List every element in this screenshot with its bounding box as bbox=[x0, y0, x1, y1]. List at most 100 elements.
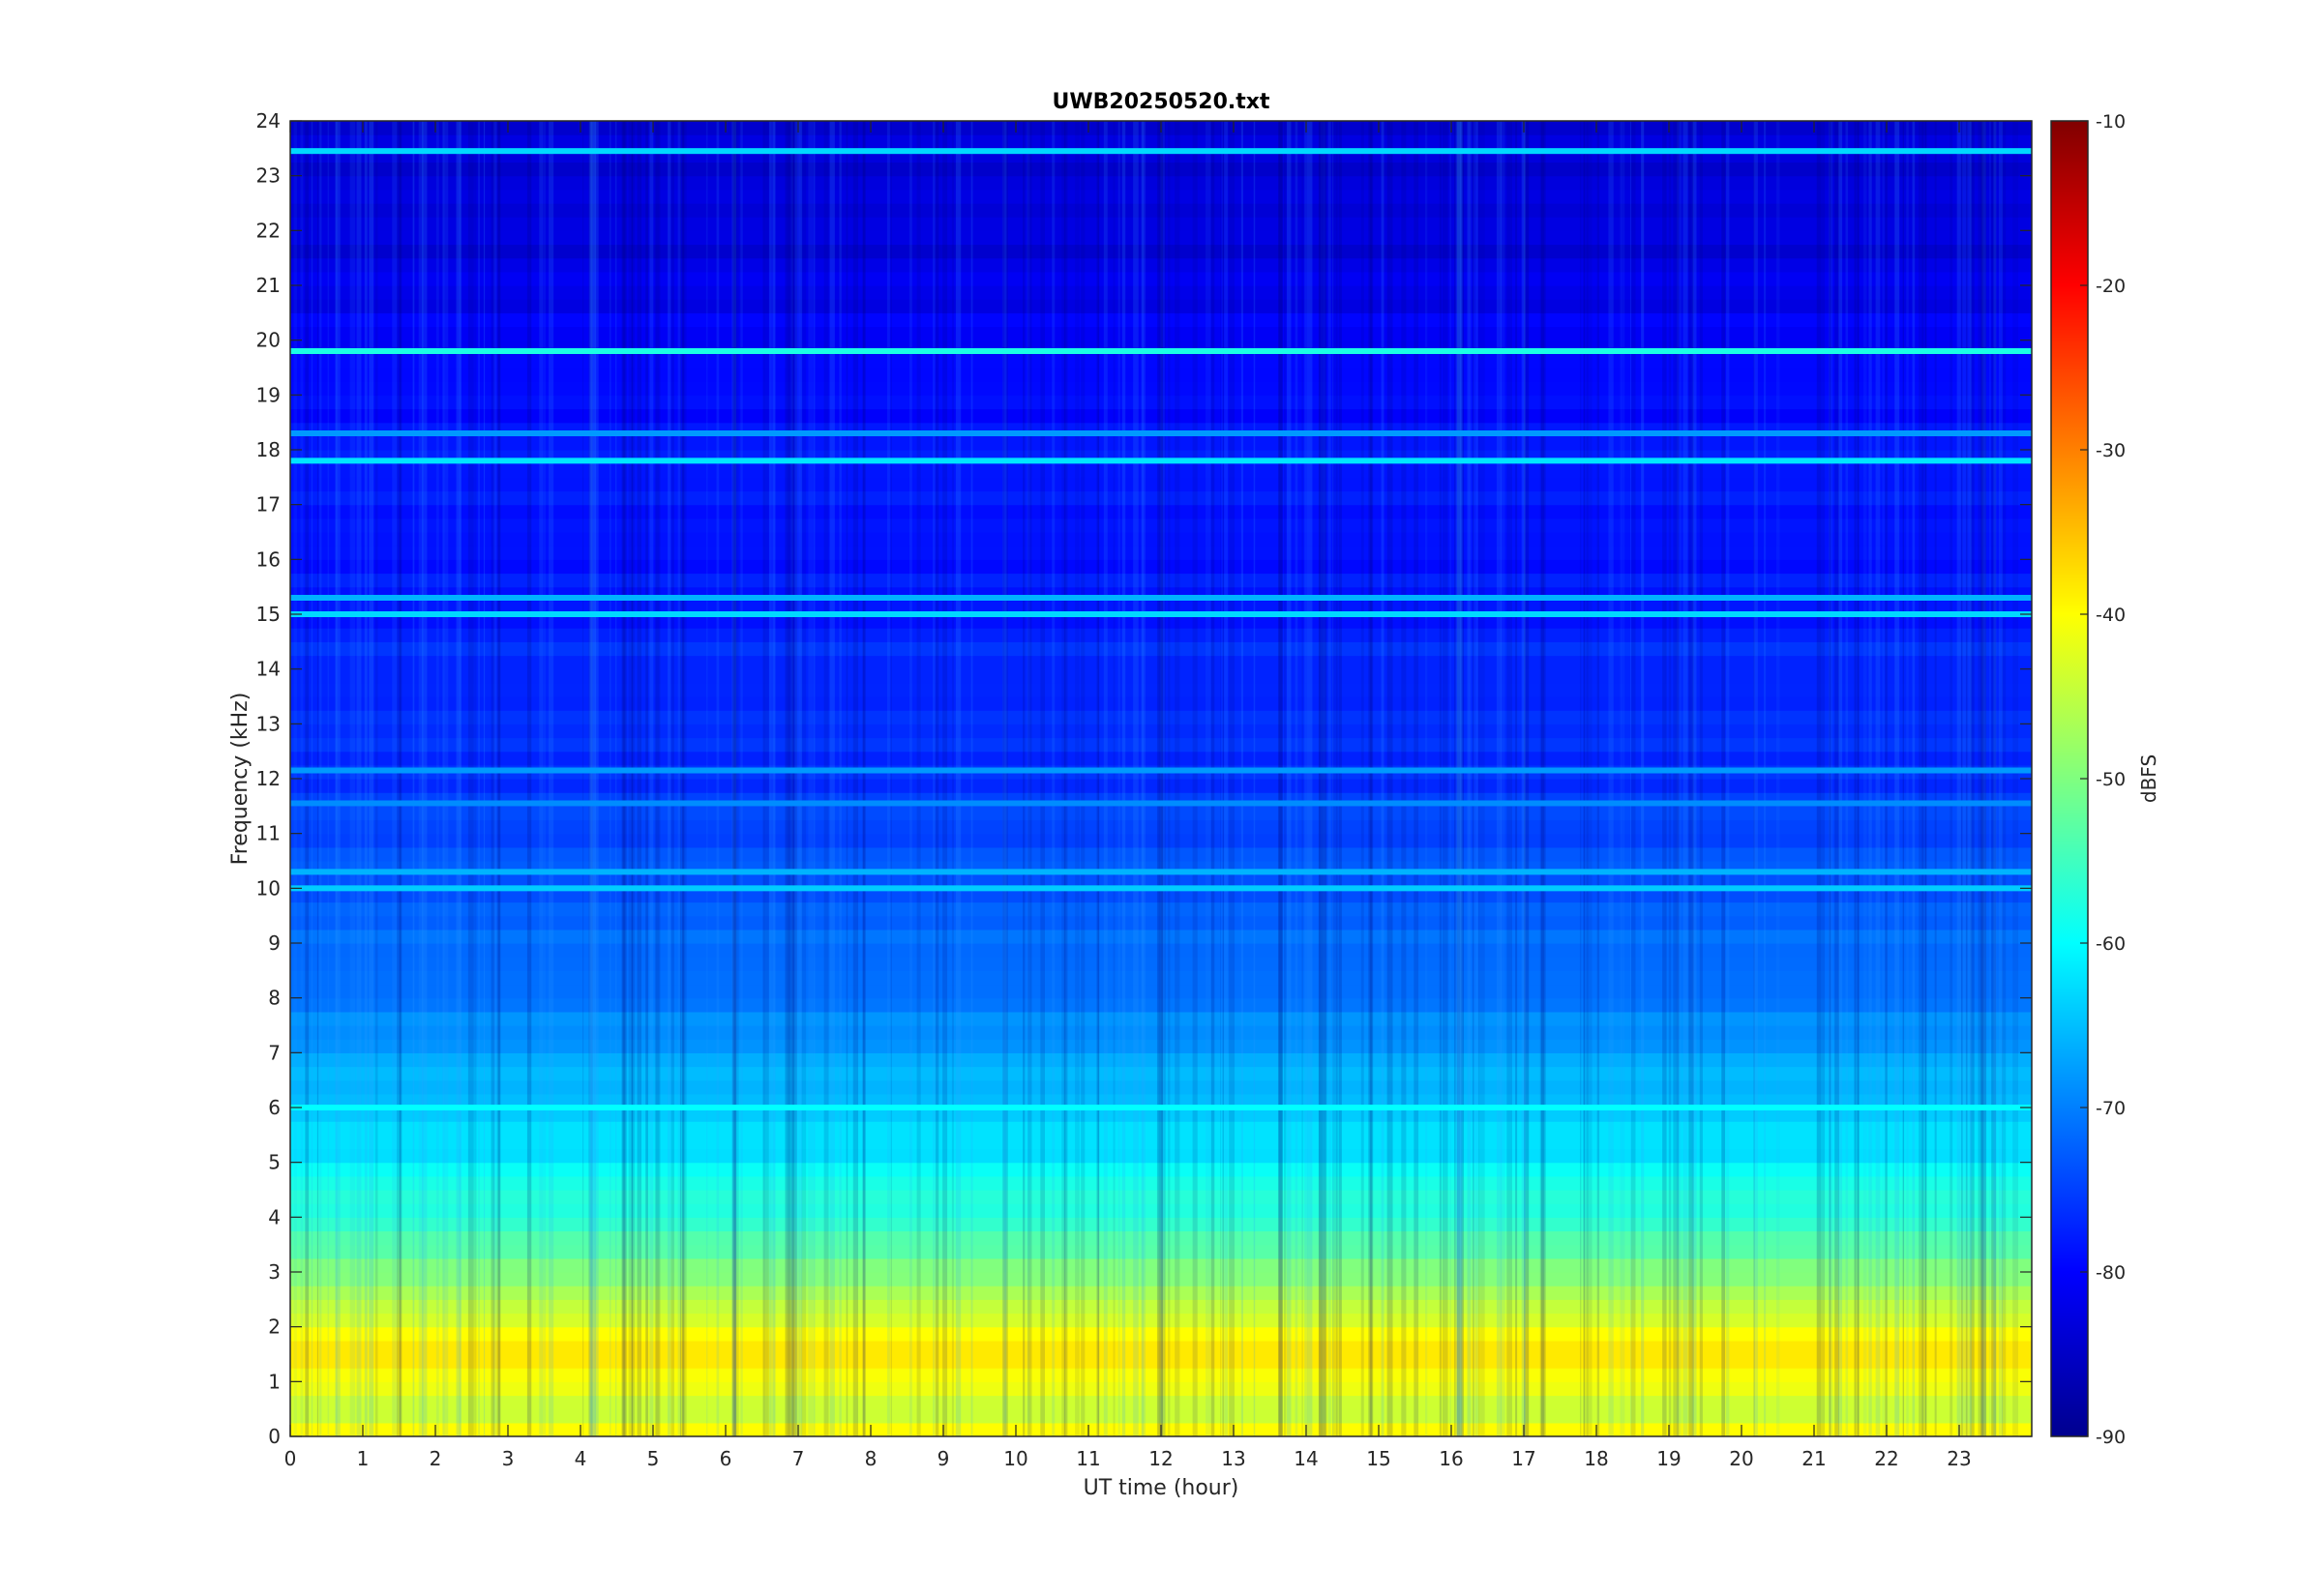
y-tick-label: 1 bbox=[268, 1370, 281, 1393]
y-tick-label: 20 bbox=[256, 329, 281, 352]
time-streak bbox=[1583, 121, 1589, 1436]
colorbar-tick-label: -60 bbox=[2096, 933, 2126, 955]
time-streak bbox=[1456, 121, 1461, 1436]
time-streak bbox=[1821, 121, 1826, 1436]
heatmap-row bbox=[290, 477, 2032, 492]
x-axis-label: UT time (hour) bbox=[1084, 1476, 1239, 1500]
time-streak bbox=[526, 121, 532, 1436]
time-streak bbox=[549, 121, 554, 1436]
y-tick-label: 24 bbox=[256, 109, 281, 133]
time-streak bbox=[1229, 121, 1235, 1436]
time-streak bbox=[770, 121, 776, 1436]
heatmap-row bbox=[290, 970, 2032, 986]
time-streak bbox=[1682, 121, 1688, 1436]
time-streak bbox=[335, 121, 338, 1436]
time-streak bbox=[1969, 121, 1972, 1436]
x-tick-label: 20 bbox=[1729, 1447, 1753, 1470]
time-streak bbox=[955, 121, 962, 1436]
heatmap-row bbox=[290, 1175, 2032, 1191]
heatmap-row bbox=[290, 1148, 2032, 1164]
heatmap-row bbox=[290, 435, 2032, 451]
time-streak bbox=[716, 121, 720, 1436]
heatmap-row bbox=[290, 1381, 2032, 1397]
time-streak bbox=[492, 121, 497, 1436]
heatmap-row bbox=[290, 299, 2032, 313]
time-streak bbox=[1622, 121, 1625, 1436]
colorbar-tick-label: -80 bbox=[2096, 1262, 2126, 1284]
time-streak bbox=[1961, 121, 1963, 1436]
heatmap-row bbox=[290, 463, 2032, 478]
heatmap-row bbox=[290, 381, 2032, 396]
heatmap-row bbox=[290, 395, 2032, 410]
time-streak bbox=[1998, 121, 2004, 1436]
emission-line bbox=[290, 348, 2032, 354]
time-streak bbox=[1061, 121, 1063, 1436]
time-streak bbox=[594, 121, 597, 1436]
time-streak bbox=[622, 121, 627, 1436]
time-streak bbox=[467, 121, 474, 1436]
time-streak bbox=[1965, 121, 1968, 1436]
time-streak bbox=[801, 121, 807, 1436]
heatmap-row bbox=[290, 929, 2032, 944]
time-streak bbox=[732, 121, 737, 1436]
time-streak bbox=[846, 121, 848, 1436]
emission-line bbox=[290, 430, 2032, 436]
time-streak bbox=[539, 121, 544, 1436]
colorbar-tick-label: -90 bbox=[2096, 1427, 2126, 1448]
time-streak bbox=[1158, 121, 1163, 1436]
heatmap-row bbox=[290, 408, 2032, 424]
time-streak bbox=[1221, 121, 1224, 1436]
heatmap-row bbox=[290, 901, 2032, 917]
time-streak bbox=[311, 121, 313, 1436]
time-streak bbox=[356, 121, 362, 1436]
time-streak bbox=[1693, 121, 1697, 1436]
heatmap-row bbox=[290, 874, 2032, 889]
time-streak bbox=[740, 121, 743, 1436]
time-streak bbox=[890, 121, 892, 1436]
emission-line bbox=[290, 1105, 2032, 1110]
heatmap-row bbox=[290, 614, 2032, 629]
time-streak bbox=[374, 121, 378, 1436]
time-streak bbox=[474, 121, 477, 1436]
time-streak bbox=[1360, 121, 1364, 1436]
time-streak bbox=[1764, 121, 1767, 1436]
time-streak bbox=[1838, 121, 1843, 1436]
time-streak bbox=[1991, 121, 1997, 1436]
time-streak bbox=[1295, 121, 1298, 1436]
time-streak bbox=[1467, 121, 1470, 1436]
emission-line bbox=[290, 595, 2032, 601]
time-streak bbox=[1210, 121, 1215, 1436]
x-tick-label: 21 bbox=[1801, 1447, 1826, 1470]
time-streak bbox=[1320, 121, 1326, 1436]
heatmap-row bbox=[290, 271, 2032, 286]
x-tick-label: 7 bbox=[792, 1447, 805, 1470]
time-streak bbox=[1449, 121, 1451, 1436]
time-streak bbox=[1629, 121, 1632, 1436]
time-streak bbox=[670, 121, 674, 1436]
heatmap-row bbox=[290, 134, 2032, 149]
heatmap-row bbox=[290, 1066, 2032, 1081]
heatmap-row bbox=[290, 682, 2032, 697]
time-streak bbox=[1829, 121, 1833, 1436]
heatmap-row bbox=[290, 600, 2032, 615]
heatmap-row bbox=[290, 1135, 2032, 1150]
time-streak bbox=[1443, 121, 1448, 1436]
time-streak bbox=[1950, 121, 1953, 1436]
time-streak bbox=[1539, 121, 1546, 1436]
time-streak bbox=[1075, 121, 1080, 1436]
time-streak bbox=[1829, 121, 1831, 1436]
time-streak bbox=[1473, 121, 1476, 1436]
time-streak bbox=[1457, 121, 1463, 1436]
time-streak bbox=[1156, 121, 1163, 1436]
x-tick-label: 10 bbox=[1003, 1447, 1027, 1470]
x-tick-label: 17 bbox=[1511, 1447, 1535, 1470]
y-tick-label: 7 bbox=[268, 1041, 281, 1064]
time-streak bbox=[1967, 121, 1971, 1436]
time-streak bbox=[1906, 121, 1909, 1436]
heatmap-row bbox=[290, 559, 2032, 575]
x-tick-label: 6 bbox=[720, 1447, 732, 1470]
y-tick-label: 15 bbox=[256, 603, 281, 626]
time-streak bbox=[942, 121, 948, 1436]
heatmap-row bbox=[290, 957, 2032, 971]
